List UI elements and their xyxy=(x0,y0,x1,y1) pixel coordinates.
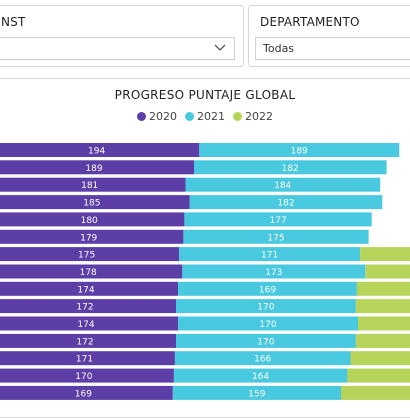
bar-label-2020-row-9: 174 xyxy=(77,285,94,295)
bar-2022-row-9[interactable] xyxy=(357,282,410,296)
bar-label-2020-row-7: 175 xyxy=(78,251,95,261)
bar-label-2020-row-5: 180 xyxy=(81,216,98,226)
bar-label-2020-row-8: 178 xyxy=(80,268,97,278)
bar-label-2021-row-10: 170 xyxy=(257,303,274,313)
bar-label-2021-row-12: 170 xyxy=(257,337,274,347)
bar-label-2021-row-9: 169 xyxy=(259,285,276,295)
bar-label-2020-row-1: 194 xyxy=(88,147,105,157)
bar-label-2020-row-2: 189 xyxy=(85,164,102,174)
bar-label-2021-row-5: 177 xyxy=(270,216,287,226)
bar-label-2021-row-11: 170 xyxy=(259,320,276,330)
bar-2022-row-15[interactable] xyxy=(341,386,410,400)
bar-label-2020-row-3: 181 xyxy=(81,181,98,191)
bar-label-2020-row-10: 172 xyxy=(76,303,93,313)
bar-label-2021-row-6: 175 xyxy=(267,233,284,243)
bar-label-2020-row-11: 174 xyxy=(77,320,94,330)
bar-2022-row-14[interactable] xyxy=(347,369,410,383)
bar-2022-row-8[interactable] xyxy=(365,265,410,279)
bar-label-2021-row-13: 166 xyxy=(254,355,271,365)
bar-label-2021-row-3: 184 xyxy=(274,181,291,191)
bar-label-2021-row-4: 182 xyxy=(277,199,294,209)
bar-label-2020-row-13: 171 xyxy=(76,355,93,365)
bar-label-2021-row-7: 171 xyxy=(261,251,278,261)
bar-label-2020-row-14: 170 xyxy=(75,372,92,382)
bar-2022-row-12[interactable] xyxy=(356,334,410,348)
bar-label-2021-row-1: 189 xyxy=(291,147,308,157)
bar-label-2021-row-2: 182 xyxy=(282,164,299,174)
bar-2022-row-13[interactable] xyxy=(351,351,410,365)
bar-label-2021-row-14: 164 xyxy=(252,372,269,382)
bar-label-2020-row-15: 169 xyxy=(75,389,92,399)
bar-2022-row-11[interactable] xyxy=(358,317,410,331)
bar-label-2021-row-15: 159 xyxy=(248,389,265,399)
bar-label-2020-row-12: 172 xyxy=(76,337,93,347)
bar-label-2020-row-6: 179 xyxy=(80,233,97,243)
bar-2022-row-7[interactable] xyxy=(360,247,410,261)
bar-label-2020-row-4: 185 xyxy=(83,199,100,209)
bar-2022-row-10[interactable] xyxy=(356,299,410,313)
bar-label-2021-row-8: 173 xyxy=(265,268,282,278)
